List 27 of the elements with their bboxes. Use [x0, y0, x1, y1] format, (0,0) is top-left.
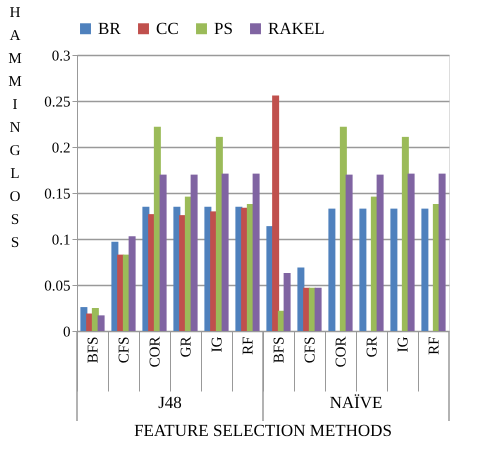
legend-label: CC [156, 18, 179, 38]
x-tick-label: CFS [116, 336, 132, 364]
text: HAMMING LOSS [8, 5, 22, 251]
x-tick-label: RF [240, 336, 256, 355]
y-tick-label: 0.2 [52, 140, 70, 156]
x-tick-label: IG [396, 336, 412, 352]
x-tick-label: RF [426, 336, 442, 355]
x-tick-label: IG [210, 336, 226, 352]
y-tick-label: 0 [63, 324, 70, 340]
x-tick-label: GR [364, 336, 380, 358]
x-tick-label: CFS [302, 336, 318, 364]
x-tick-label: COR [148, 336, 164, 368]
y-tick-label: 0.05 [44, 278, 70, 294]
y-tick-label: 0.1 [52, 232, 70, 248]
x-tick-label: BFS [86, 336, 102, 364]
legend-label: RAKEL [268, 18, 325, 38]
text: J48 [158, 393, 182, 412]
legend-label: BR [98, 18, 122, 38]
y-tick-label: 0.15 [44, 186, 70, 202]
y-tick-label: 0.25 [44, 94, 70, 110]
x-tick-label: BFS [272, 336, 288, 364]
x-tick-label: COR [334, 336, 350, 368]
x-axis-title: FEATURE SELECTION METHODS [134, 421, 392, 440]
text: NAÏVE [330, 393, 382, 412]
legend-label: PS [214, 18, 233, 38]
x-tick-label: GR [178, 336, 194, 358]
y-tick-label: 0.3 [52, 48, 70, 64]
